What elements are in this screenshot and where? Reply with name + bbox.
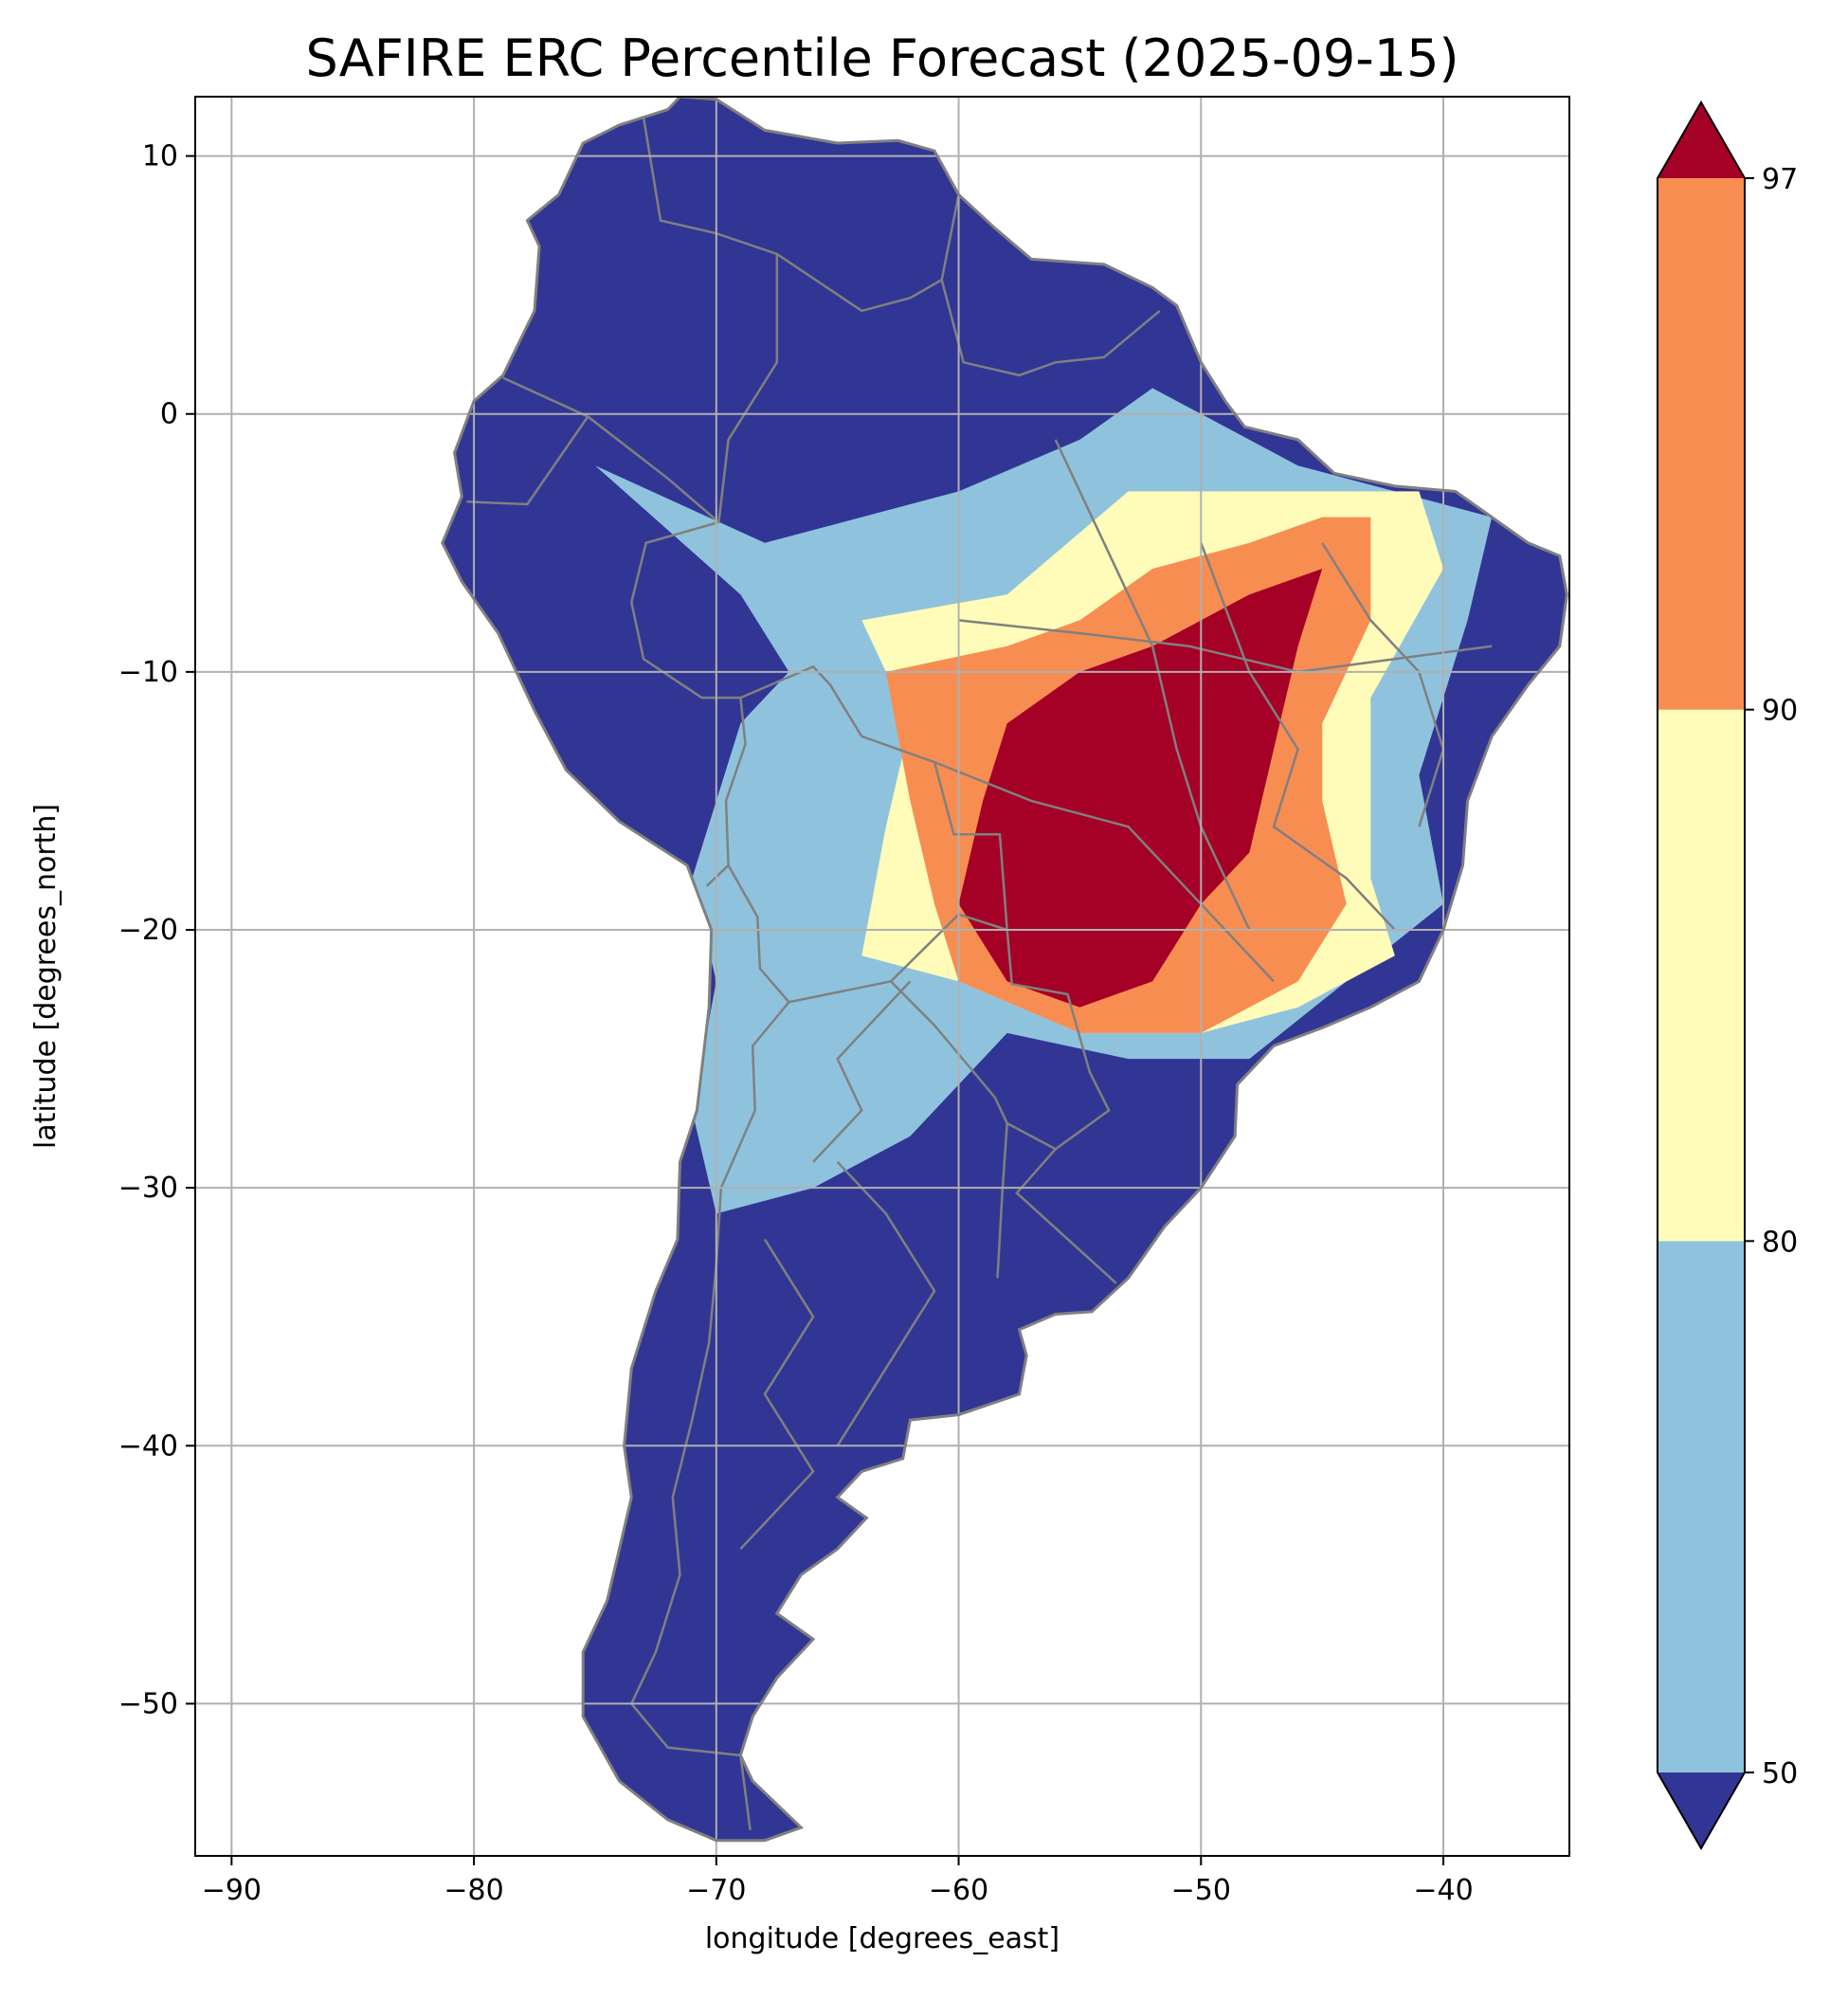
border-line [630, 520, 1117, 1284]
region-above_97 [958, 569, 1323, 1008]
border-line [466, 415, 589, 506]
y-tick-label: −10 [118, 656, 178, 689]
y-tick-label: −40 [118, 1429, 178, 1463]
colorbar-tick-label: 97 [1762, 163, 1798, 196]
border-line [812, 980, 912, 1163]
colorbar-tick-label: 80 [1762, 1226, 1798, 1259]
plot-frame [194, 96, 1570, 1857]
x-tick-label: −70 [686, 1874, 746, 1907]
colorbar: 50 80 90 97 [1657, 100, 1798, 1851]
border-line [996, 1123, 1008, 1279]
x-tick-label: −90 [202, 1874, 262, 1907]
x-tick-label: −40 [1413, 1874, 1473, 1907]
colorbar-tick-label: 50 [1762, 1757, 1798, 1790]
colorbar-tick-label: 90 [1762, 695, 1798, 728]
border-line [502, 376, 720, 523]
x-tick-label: −80 [444, 1874, 503, 1907]
colorbar-extend-max [1658, 102, 1745, 178]
border-line [940, 279, 1161, 377]
percentile-regions [595, 388, 1493, 1214]
x-tick-label: −50 [1171, 1874, 1231, 1907]
x-axis-ticks: −90 −80 −70 −60 −50 −40 [202, 1856, 1474, 1907]
border-line [890, 980, 1057, 1151]
border-line [1054, 439, 1251, 931]
border-line [776, 194, 960, 313]
border-line [629, 1001, 790, 1830]
colorbar-extend-min [1658, 1772, 1745, 1848]
y-tick-label: 10 [142, 140, 178, 173]
colorbar-segment [1658, 178, 1745, 710]
y-tick-label: −30 [118, 1172, 178, 1205]
y-tick-label: −20 [118, 914, 178, 947]
y-axis-ticks: 10 0 −10 −20 −30 −40 −50 [118, 140, 195, 1720]
coastline [441, 97, 1568, 1843]
chart-title: SAFIRE ERC Percentile Forecast (2025-09-… [305, 28, 1458, 88]
border-line [739, 1238, 815, 1551]
x-tick-label: −60 [929, 1874, 988, 1907]
border-line [705, 697, 747, 887]
gridlines [195, 97, 1569, 1856]
colorbar-segment [1658, 709, 1745, 1242]
y-axis-label: latitude [degrees_north] [29, 804, 63, 1149]
colorbar-segment [1658, 1241, 1745, 1772]
border-line [836, 1161, 936, 1446]
x-axis-label: longitude [degrees_east] [705, 1922, 1060, 1955]
border-line [1200, 542, 1396, 931]
y-tick-label: 0 [160, 398, 178, 431]
y-tick-label: −50 [118, 1687, 178, 1720]
map-layers [195, 97, 1569, 1856]
country-borders [466, 117, 1493, 1830]
